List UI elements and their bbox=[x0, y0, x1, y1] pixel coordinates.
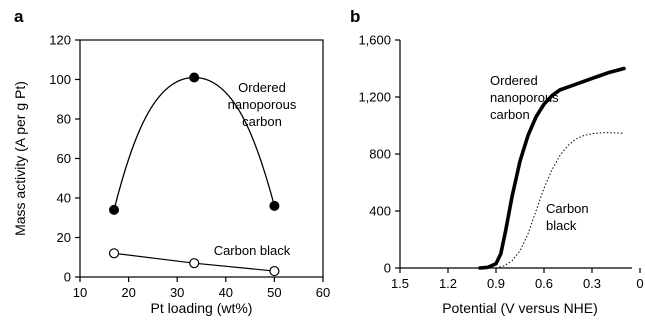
panel-label: b bbox=[350, 7, 360, 26]
series-label-carbon-black: Carbon black bbox=[546, 201, 589, 233]
x-tick-label: 0.9 bbox=[487, 276, 505, 291]
y-tick-label: 40 bbox=[57, 191, 71, 206]
series-carbon-black-line bbox=[495, 132, 625, 269]
y-tick-label: 0 bbox=[64, 270, 71, 285]
series-label-line: Ordered bbox=[238, 80, 286, 95]
series-ordered-line bbox=[478, 66, 626, 270]
y-tick-label: 800 bbox=[369, 147, 391, 162]
y-tick-label: 0 bbox=[384, 261, 391, 276]
panel-b: b 1.5 1.2 0.9 0.6 0.3 0 0 400 800 1,200 1,600 Potent… bbox=[350, 7, 644, 316]
x-tick-label: 1.5 bbox=[391, 276, 409, 291]
y-axis-label: Mass activity (A per g Pt) bbox=[12, 81, 28, 236]
panel-a: a 10 20 30 40 50 60 0 20 40 60 80 100 120 Pt loading (… bbox=[12, 7, 330, 316]
y-tick-label: 80 bbox=[57, 112, 71, 127]
y-tick-label: 120 bbox=[49, 33, 71, 48]
series-label-line: Carbon bbox=[546, 201, 589, 216]
series-label-line: nanoporous bbox=[490, 90, 559, 105]
series-label-line: Ordered bbox=[490, 73, 538, 88]
ordered-data-point bbox=[269, 200, 280, 211]
x-tick-label: 40 bbox=[219, 285, 233, 300]
y-tick-label: 400 bbox=[369, 204, 391, 219]
series-label-line: carbon bbox=[490, 107, 530, 122]
x-tick-label: 50 bbox=[267, 285, 281, 300]
y-tick-label: 20 bbox=[57, 230, 71, 245]
x-tick-label: 10 bbox=[73, 285, 87, 300]
y-tick-label: 1,600 bbox=[358, 33, 391, 48]
x-axis-label: Potential (V versus NHE) bbox=[442, 300, 598, 316]
x-tick-label: 0 bbox=[636, 276, 643, 291]
ordered-data-point bbox=[109, 204, 120, 215]
x-tick-label: 0.3 bbox=[583, 276, 601, 291]
panel-label: a bbox=[14, 7, 24, 26]
series-label-line: carbon bbox=[242, 114, 282, 129]
series-label-line: nanoporous bbox=[228, 97, 297, 112]
ordered-data-point bbox=[189, 72, 200, 83]
x-tick-label: 1.2 bbox=[439, 276, 457, 291]
plot-frame bbox=[79, 39, 324, 278]
y-tick-label: 60 bbox=[57, 151, 71, 166]
y-tick-label: 1,200 bbox=[358, 90, 391, 105]
series-label-carbon-black: Carbon black bbox=[214, 243, 291, 258]
x-tick-label: 0.6 bbox=[535, 276, 553, 291]
x-axis-label: Pt loading (wt%) bbox=[151, 300, 253, 316]
series-label-ordered: Ordered nanoporous carbon bbox=[228, 80, 297, 129]
y-tick-label: 100 bbox=[49, 72, 71, 87]
carbon-black-data-point bbox=[269, 265, 280, 277]
x-tick-label: 20 bbox=[121, 285, 135, 300]
x-tick-label: 60 bbox=[316, 285, 330, 300]
series-label-line: black bbox=[546, 218, 577, 233]
x-tick-label: 30 bbox=[170, 285, 184, 300]
carbon-black-data-point bbox=[108, 248, 120, 259]
carbon-black-data-point bbox=[189, 258, 200, 269]
series-label-ordered: Ordered nanoporous carbon bbox=[490, 73, 559, 122]
